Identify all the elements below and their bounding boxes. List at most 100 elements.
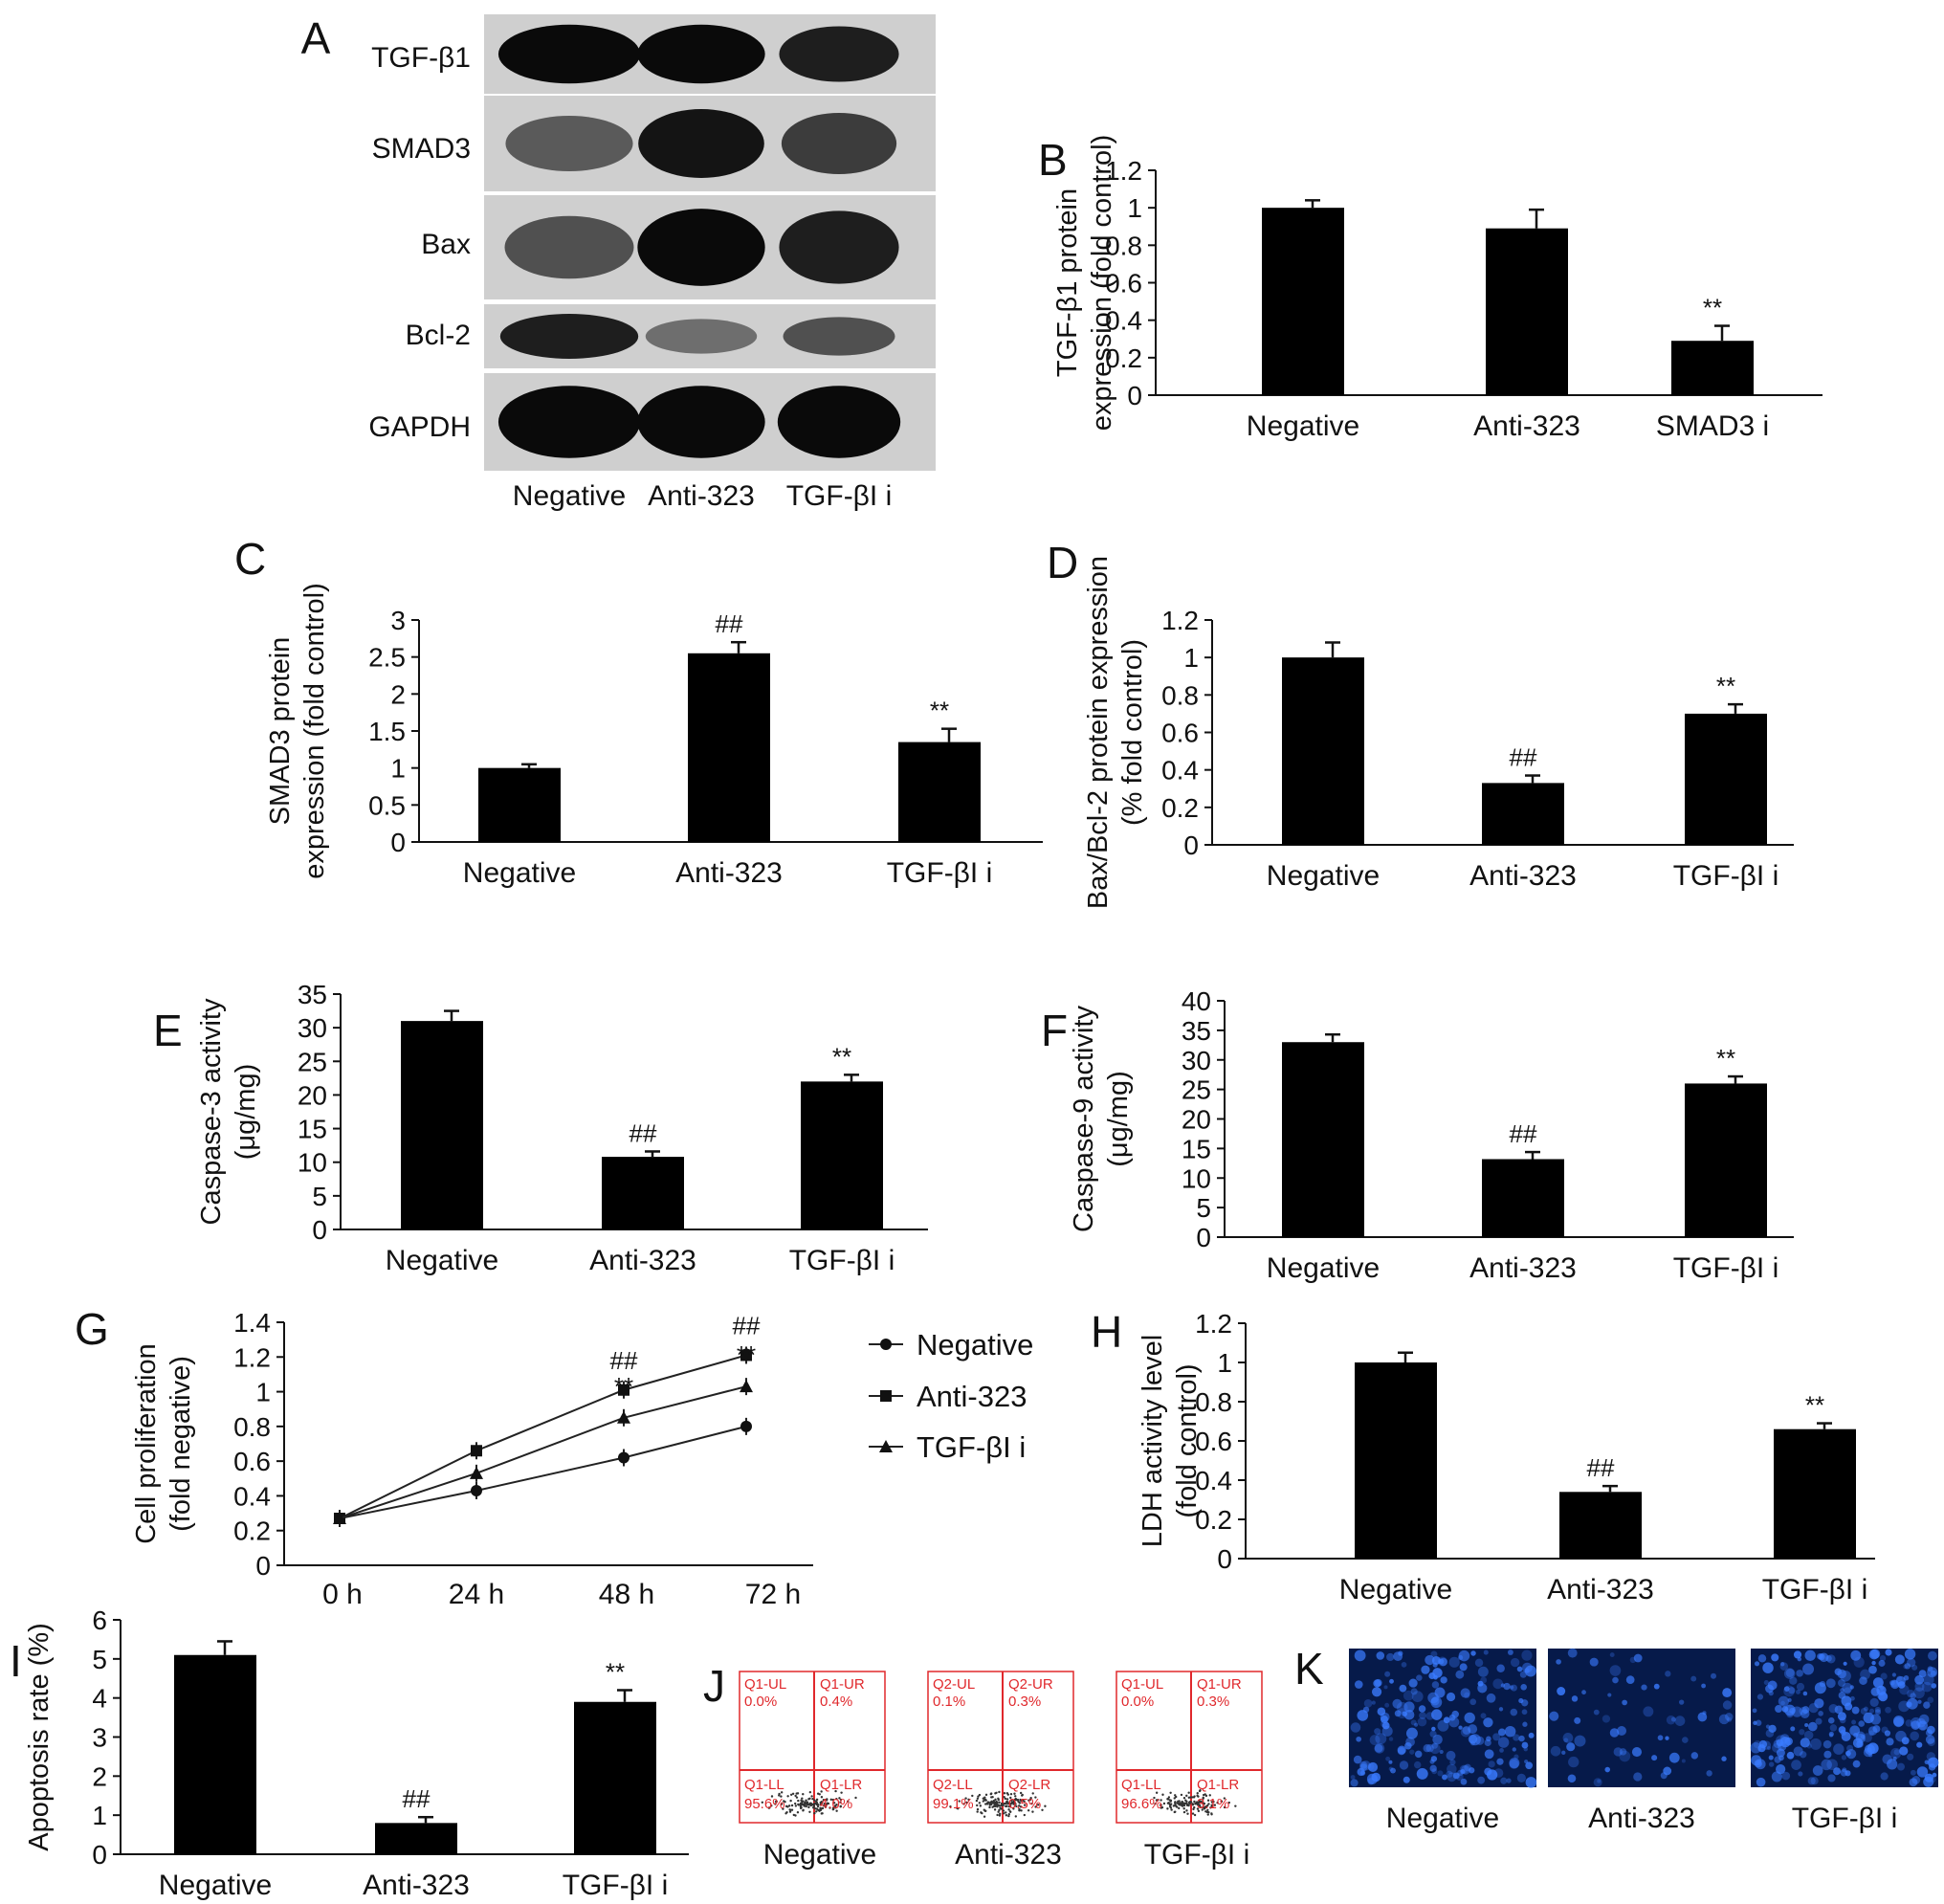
nucleus-dot xyxy=(1460,1727,1471,1738)
event-dot xyxy=(1178,1800,1181,1803)
blot-band xyxy=(637,209,765,286)
event-dot xyxy=(978,1793,982,1797)
nucleus-dot xyxy=(1910,1769,1916,1776)
nucleus-dot xyxy=(1619,1750,1631,1762)
y-tick-label: 1.2 xyxy=(1105,156,1142,186)
event-dot xyxy=(810,1795,813,1798)
nucleus-dot xyxy=(1359,1763,1368,1772)
nucleus-dot xyxy=(1905,1719,1913,1727)
event-dot xyxy=(788,1810,792,1813)
event-dot xyxy=(991,1805,994,1808)
y-tick-label: 0 xyxy=(255,1551,271,1581)
nucleus-dot xyxy=(1880,1772,1889,1781)
y-tick-label: 15 xyxy=(1182,1134,1211,1163)
panel-letter: D xyxy=(1047,538,1078,587)
category-label: Anti-323 xyxy=(1469,860,1577,892)
event-dot xyxy=(834,1789,837,1793)
nucleus-dot xyxy=(1524,1760,1529,1764)
y-tick-label: 0.6 xyxy=(233,1447,271,1476)
nucleus-dot xyxy=(1821,1759,1832,1771)
nucleus-dot xyxy=(1429,1743,1441,1755)
event-dot xyxy=(1019,1791,1023,1795)
nucleus-dot xyxy=(1666,1715,1676,1725)
nucleus-dot xyxy=(1891,1672,1897,1677)
nucleus-dot xyxy=(1380,1716,1389,1724)
nucleus-dot xyxy=(1838,1726,1846,1734)
nucleus-dot xyxy=(1754,1661,1760,1667)
event-dot xyxy=(820,1802,824,1805)
nucleus-dot xyxy=(1612,1676,1619,1684)
event-dot xyxy=(1008,1804,1012,1807)
event-dot xyxy=(1002,1812,1005,1815)
event-dot xyxy=(797,1804,801,1806)
event-dot xyxy=(1220,1800,1223,1803)
event-dot xyxy=(820,1796,824,1799)
y-tick-label: 20 xyxy=(1182,1105,1211,1135)
category-label: Anti-323 xyxy=(589,1245,696,1276)
nucleus-dot xyxy=(1894,1654,1905,1665)
nucleus-dot xyxy=(1682,1737,1689,1743)
event-dot xyxy=(1201,1808,1204,1811)
lane-label: Negative xyxy=(513,480,626,512)
nucleus-dot xyxy=(1571,1695,1579,1702)
nucleus-dot xyxy=(1927,1667,1938,1678)
category-label: Anti-323 xyxy=(363,1870,470,1901)
nucleus-dot xyxy=(1834,1705,1844,1715)
bar xyxy=(1486,228,1568,395)
event-dot xyxy=(816,1792,820,1795)
nucleus-dot xyxy=(1802,1663,1815,1675)
event-dot xyxy=(828,1806,831,1809)
event-dot xyxy=(802,1793,805,1796)
event-dot xyxy=(990,1802,993,1804)
nucleus-dot xyxy=(1562,1732,1574,1743)
nucleus-dot xyxy=(1464,1692,1470,1699)
nucleus-dot xyxy=(1768,1755,1774,1760)
nucleus-dot xyxy=(1452,1772,1460,1780)
nucleus-dot xyxy=(1678,1699,1685,1705)
nucleus-dot xyxy=(1826,1759,1838,1771)
quadrant-label: Q2-UL xyxy=(933,1676,975,1693)
event-dot xyxy=(1015,1804,1018,1808)
y-tick-label: 2.5 xyxy=(368,643,406,673)
event-dot xyxy=(834,1806,837,1809)
nucleus-dot xyxy=(1783,1668,1796,1679)
nucleus-dot xyxy=(1353,1755,1362,1764)
nucleus-dot xyxy=(1803,1730,1814,1740)
event-dot xyxy=(1188,1801,1192,1804)
bar xyxy=(1262,208,1344,395)
bar xyxy=(898,742,981,842)
event-dot xyxy=(992,1800,996,1803)
nucleus-dot xyxy=(1907,1697,1918,1710)
event-dot xyxy=(774,1803,777,1805)
event-dot xyxy=(964,1797,967,1800)
y-tick-label: 0.2 xyxy=(1161,793,1199,823)
event-dot xyxy=(1027,1809,1030,1812)
point xyxy=(617,1410,630,1424)
nucleus-dot xyxy=(1838,1678,1845,1687)
event-dot xyxy=(1205,1804,1209,1807)
nucleus-dot xyxy=(1822,1739,1832,1749)
nucleus-dot xyxy=(1507,1649,1513,1655)
category-label: TGF-βI i xyxy=(887,857,993,889)
nucleus-dot xyxy=(1701,1683,1707,1689)
nucleus-dot xyxy=(1827,1774,1836,1782)
nucleus-dot xyxy=(1510,1657,1520,1668)
quadrant-label: Q2-UR xyxy=(1008,1676,1053,1693)
event-dot xyxy=(957,1807,960,1810)
nucleus-dot xyxy=(1521,1709,1528,1716)
y-axis-title: (μg/mg) xyxy=(231,1064,261,1161)
quadrant-value: 4.0% xyxy=(820,1796,852,1812)
nucleus-dot xyxy=(1868,1708,1875,1714)
nucleus-dot xyxy=(1458,1649,1470,1662)
y-tick-label: 1.4 xyxy=(233,1308,271,1338)
event-dot xyxy=(789,1793,793,1797)
event-dot xyxy=(1169,1791,1172,1794)
nucleus-dot xyxy=(1566,1742,1576,1752)
nucleus-dot xyxy=(1498,1707,1504,1712)
event-dot xyxy=(770,1804,773,1807)
event-dot xyxy=(829,1798,832,1802)
category-label: Negative xyxy=(159,1870,272,1901)
event-dot xyxy=(770,1795,774,1798)
nucleus-dot xyxy=(1750,1742,1762,1754)
category-label: Negative xyxy=(1267,860,1380,892)
